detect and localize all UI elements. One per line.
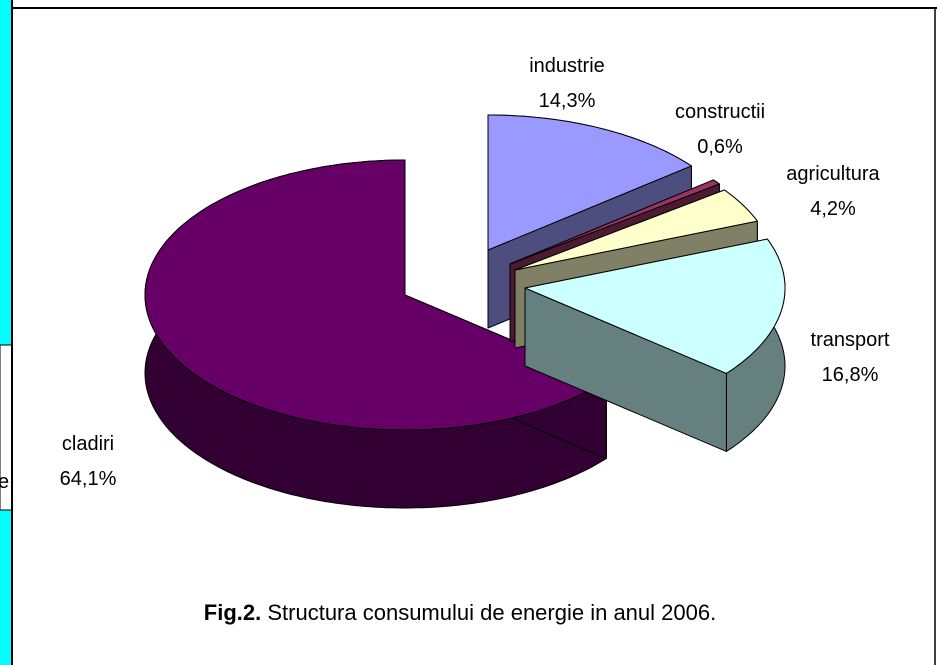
value-label: 4,2% [810,198,856,220]
value-label: 64,1% [60,468,117,490]
caption: Fig.2. Structura consumului de energie i… [204,600,716,625]
value-label: 0,6% [697,136,743,158]
side-fragment: e [0,471,9,493]
value-label: 16,8% [822,364,879,386]
side-clip: e [0,471,9,493]
slice [509,179,720,265]
value-label: 14,3% [539,90,596,112]
slice-label: cladiri [62,433,114,455]
slice-label: constructii [675,101,765,123]
caption-bold: Fig.2. [204,600,261,625]
slice [487,114,692,251]
slice [514,189,758,271]
slice-label: transport [811,329,890,351]
side-strip [0,0,12,665]
pie [144,114,786,509]
slice-label: industrie [529,55,605,77]
slice [144,159,607,431]
slice-label: agricultura [786,163,880,185]
slice [524,238,786,374]
caption-text: Structura consumului de energie in anul … [267,600,716,625]
